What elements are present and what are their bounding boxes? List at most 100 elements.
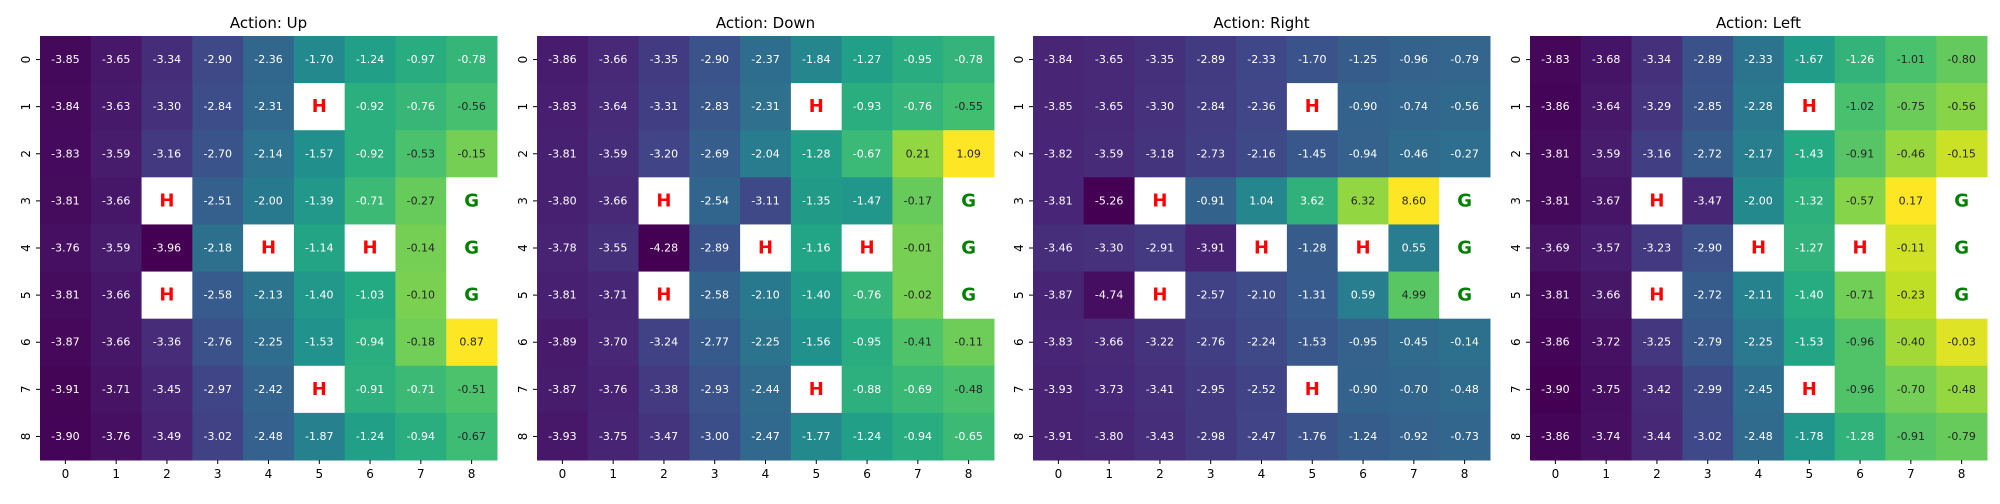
heatmap-cell	[587, 365, 640, 414]
cell-value-label: -3.23	[1643, 242, 1671, 255]
heatmap-cell	[1733, 271, 1785, 320]
heatmap-cell	[1286, 36, 1339, 84]
heatmap-cell	[344, 412, 396, 461]
cell-value-label: -3.80	[1095, 430, 1123, 443]
heatmap-cell	[1337, 177, 1389, 225]
heatmap-cell	[943, 83, 995, 131]
cell-value-label: -1.84	[802, 53, 830, 66]
x-tick-label: 6	[1359, 467, 1367, 481]
heatmap-cell	[1388, 318, 1440, 367]
cell-value-label: -3.64	[599, 100, 627, 113]
cell-value-label: -0.65	[954, 430, 982, 443]
heatmap-cell	[1783, 177, 1836, 225]
cell-value-label: -1.16	[802, 242, 830, 255]
cell-value-label: -1.40	[1795, 289, 1823, 302]
cell-value-label: -0.92	[356, 147, 384, 160]
heatmap-cell	[1337, 412, 1389, 461]
heatmap-cell	[1834, 36, 1886, 84]
cell-value-label: -3.66	[599, 194, 627, 207]
heatmap-cell	[638, 224, 690, 273]
cell-value-label: -0.69	[904, 383, 932, 396]
y-tick-label: 5	[19, 291, 33, 299]
heatmap-cell	[1834, 271, 1886, 320]
cell-marker-label: G	[1457, 285, 1472, 306]
cell-value-label: -2.69	[700, 147, 728, 160]
heatmap-cell	[1834, 365, 1886, 414]
cell-value-label: -3.72	[1592, 336, 1620, 349]
cell-value-label: -0.76	[904, 100, 932, 113]
cell-value-label: -0.71	[1846, 289, 1874, 302]
cell-value-label: -3.75	[599, 430, 627, 443]
heatmap-cell	[892, 177, 944, 225]
heatmap-cell	[537, 177, 589, 225]
heatmap-cell	[892, 318, 944, 367]
heatmap-cell	[790, 177, 843, 225]
heatmap-cell	[1236, 177, 1288, 225]
heatmap-cell	[790, 271, 843, 320]
cell-value-label: -3.86	[1541, 100, 1569, 113]
cell-value-label: -0.71	[407, 383, 435, 396]
heatmap-cell	[1236, 318, 1288, 367]
y-tick-label: 2	[1012, 150, 1026, 158]
cell-value-label: -3.71	[102, 383, 130, 396]
cell-value-label: -3.44	[1643, 430, 1671, 443]
heatmap-cell	[790, 224, 843, 273]
heatmap-cell	[841, 83, 893, 131]
y-tick-label: 5	[1012, 291, 1026, 299]
x-tick-label: 7	[417, 467, 425, 481]
cell-value-label: -1.87	[305, 430, 333, 443]
cell-value-label: -3.87	[51, 336, 79, 349]
heatmap-cell	[293, 224, 346, 273]
cell-value-label: -0.74	[1400, 100, 1428, 113]
cell-value-label: -0.40	[1897, 336, 1925, 349]
cell-value-label: -3.85	[1044, 100, 1072, 113]
heatmap-cell	[395, 36, 447, 84]
cell-value-label: -2.73	[1196, 147, 1224, 160]
cell-value-label: -0.23	[1897, 289, 1925, 302]
y-tick-label: 3	[1012, 197, 1026, 205]
heatmap-cell	[1936, 412, 1988, 461]
cell-value-label: -3.46	[1044, 242, 1072, 255]
cell-value-label: -3.66	[102, 336, 130, 349]
heatmap-cell	[293, 271, 346, 320]
heatmap-cell	[892, 224, 944, 273]
heatmap-cell	[40, 224, 92, 273]
cell-value-label: -0.92	[356, 100, 384, 113]
cell-value-label: -3.31	[650, 100, 678, 113]
cell-value-label: -2.04	[751, 147, 779, 160]
heatmap-cell	[1530, 83, 1582, 131]
heatmap-cell	[1033, 130, 1085, 178]
cell-value-label: 8.60	[1402, 194, 1427, 207]
cell-value-label: -2.36	[1247, 100, 1275, 113]
cell-value-label: -1.39	[305, 194, 333, 207]
cell-value-label: -3.25	[1643, 336, 1671, 349]
heatmap-cell	[1337, 83, 1389, 131]
heatmap-cell	[90, 83, 143, 131]
cell-value-label: -2.24	[1247, 336, 1275, 349]
y-tick-label: 8	[1012, 433, 1026, 441]
heatmap-cell	[192, 83, 244, 131]
cell-marker-label: H	[1802, 379, 1817, 400]
heatmap-cell	[689, 318, 741, 367]
cell-value-label: -0.46	[1897, 147, 1925, 160]
cell-marker-label: G	[1457, 190, 1472, 211]
cell-value-label: -0.94	[356, 336, 384, 349]
y-tick-label: 2	[516, 150, 530, 158]
cell-value-label: -1.53	[1795, 336, 1823, 349]
heatmap-cell	[395, 271, 447, 320]
heatmap-cell	[1580, 318, 1633, 367]
cell-value-label: -0.27	[407, 194, 435, 207]
y-tick-label: 1	[1012, 103, 1026, 111]
cell-value-label: -0.91	[1846, 147, 1874, 160]
cell-value-label: -2.77	[700, 336, 728, 349]
cell-value-label: 1.09	[956, 147, 981, 160]
cell-marker-label: H	[809, 96, 824, 117]
heatmap-cell	[1580, 177, 1633, 225]
heatmap-cell	[1286, 224, 1339, 273]
heatmap-cell	[1733, 177, 1785, 225]
cell-value-label: -0.90	[1349, 100, 1377, 113]
heatmap-cell	[90, 130, 143, 178]
cell-value-label: -0.18	[407, 336, 435, 349]
heatmap-cell	[1834, 83, 1886, 131]
heatmap-panel: Action: Left -3.83 -3.68 -3.34 -2.89 -2.33 -1.…	[1509, 14, 1988, 481]
